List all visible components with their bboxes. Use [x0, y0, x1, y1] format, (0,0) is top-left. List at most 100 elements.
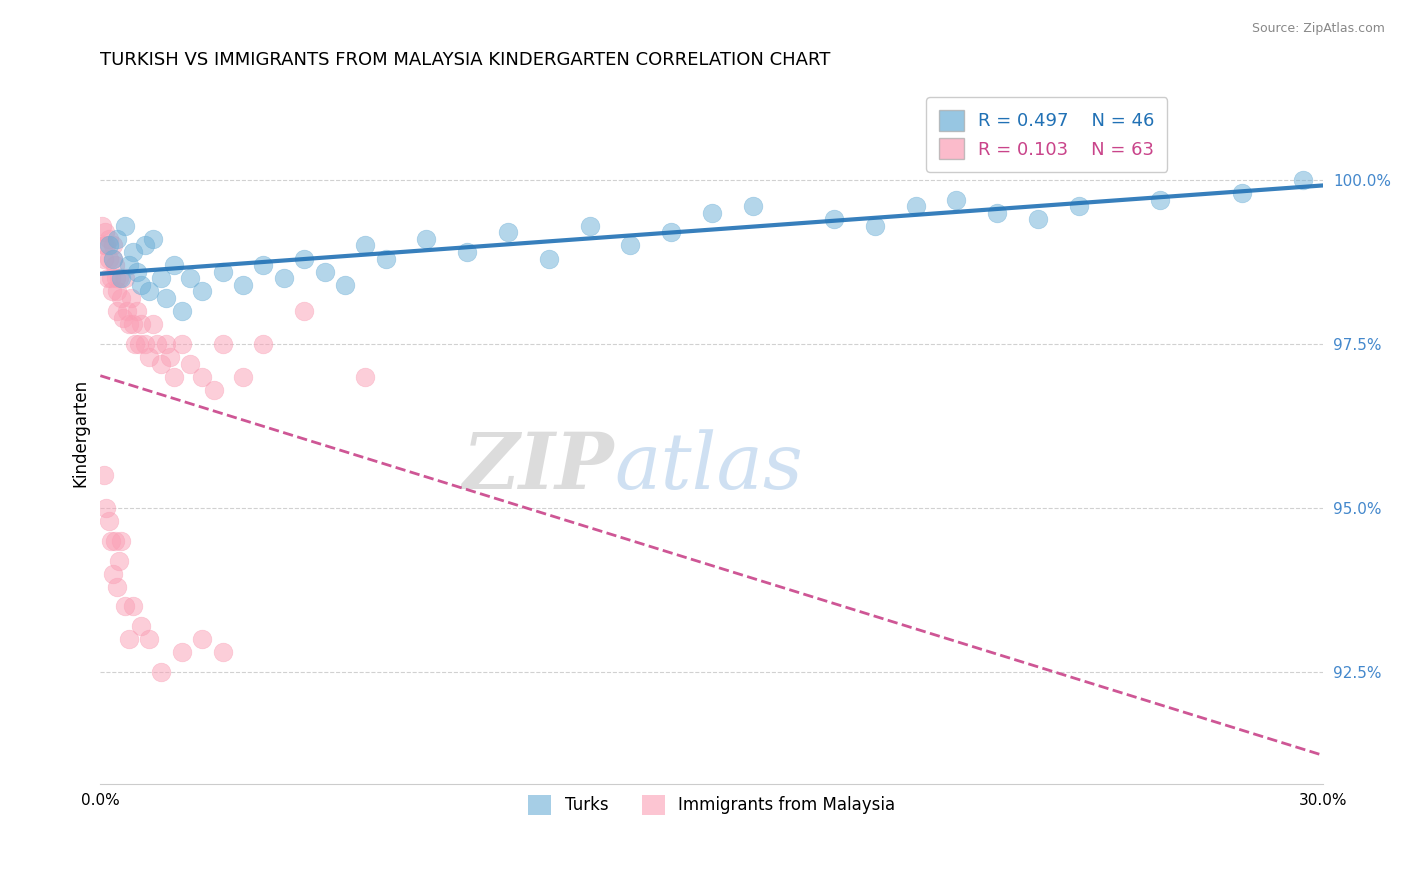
- Text: Source: ZipAtlas.com: Source: ZipAtlas.com: [1251, 22, 1385, 36]
- Point: [125, 265, 148, 279]
- Text: ZIP: ZIP: [463, 429, 614, 506]
- Point: [138, 632, 160, 647]
- Point: [155, 291, 177, 305]
- Point: [1292, 173, 1315, 187]
- Point: [120, 291, 142, 305]
- Point: [496, 225, 519, 239]
- Point: [125, 304, 148, 318]
- Point: [252, 337, 274, 351]
- Point: [118, 632, 141, 647]
- Point: [578, 219, 600, 233]
- Point: [122, 599, 145, 614]
- Text: atlas: atlas: [614, 430, 803, 506]
- Point: [1026, 212, 1049, 227]
- Point: [107, 304, 129, 318]
- Point: [1230, 186, 1253, 200]
- Point: [191, 369, 214, 384]
- Point: [105, 580, 128, 594]
- Point: [100, 533, 122, 548]
- Point: [904, 199, 927, 213]
- Point: [150, 665, 173, 680]
- Point: [292, 252, 315, 266]
- Point: [179, 357, 201, 371]
- Point: [129, 317, 152, 331]
- Point: [138, 285, 160, 299]
- Point: [823, 212, 845, 227]
- Point: [170, 337, 193, 351]
- Point: [211, 337, 233, 351]
- Point: [97, 514, 120, 528]
- Point: [354, 238, 377, 252]
- Point: [211, 645, 233, 659]
- Point: [122, 317, 145, 331]
- Point: [146, 337, 169, 351]
- Point: [191, 285, 214, 299]
- Point: [134, 238, 156, 252]
- Point: [114, 271, 136, 285]
- Point: [1067, 199, 1090, 213]
- Point: [456, 245, 478, 260]
- Point: [374, 252, 396, 266]
- Point: [211, 265, 233, 279]
- Point: [945, 193, 967, 207]
- Point: [97, 232, 120, 246]
- Point: [104, 271, 127, 285]
- Point: [122, 245, 145, 260]
- Point: [101, 252, 124, 266]
- Point: [741, 199, 763, 213]
- Y-axis label: Kindergarten: Kindergarten: [72, 378, 89, 487]
- Point: [170, 645, 193, 659]
- Point: [179, 271, 201, 285]
- Point: [1149, 193, 1171, 207]
- Point: [110, 271, 132, 285]
- Point: [129, 277, 152, 292]
- Point: [98, 252, 121, 266]
- Point: [659, 225, 682, 239]
- Point: [204, 383, 226, 397]
- Point: [97, 271, 120, 285]
- Point: [105, 285, 128, 299]
- Point: [97, 238, 120, 252]
- Point: [104, 258, 127, 272]
- Point: [150, 271, 173, 285]
- Point: [150, 357, 173, 371]
- Point: [292, 304, 315, 318]
- Point: [114, 219, 136, 233]
- Point: [103, 238, 125, 252]
- Point: [142, 317, 165, 331]
- Point: [986, 205, 1008, 219]
- Point: [110, 291, 132, 305]
- Point: [159, 350, 181, 364]
- Point: [129, 619, 152, 633]
- Point: [118, 258, 141, 272]
- Text: TURKISH VS IMMIGRANTS FROM MALAYSIA KINDERGARTEN CORRELATION CHART: TURKISH VS IMMIGRANTS FROM MALAYSIA KIND…: [100, 51, 831, 69]
- Point: [354, 369, 377, 384]
- Point: [107, 553, 129, 567]
- Point: [700, 205, 723, 219]
- Point: [124, 337, 146, 351]
- Point: [415, 232, 437, 246]
- Point: [107, 271, 129, 285]
- Point: [101, 252, 124, 266]
- Point: [191, 632, 214, 647]
- Point: [114, 599, 136, 614]
- Point: [93, 238, 115, 252]
- Point: [619, 238, 641, 252]
- Point: [101, 566, 124, 581]
- Point: [110, 533, 132, 548]
- Point: [232, 369, 254, 384]
- Point: [333, 277, 356, 292]
- Point: [111, 310, 134, 325]
- Point: [115, 304, 138, 318]
- Point: [537, 252, 560, 266]
- Point: [100, 271, 122, 285]
- Point: [314, 265, 336, 279]
- Point: [94, 225, 117, 239]
- Point: [252, 258, 274, 272]
- Point: [163, 258, 186, 272]
- Point: [105, 232, 128, 246]
- Point: [163, 369, 186, 384]
- Point: [128, 337, 150, 351]
- Legend: Turks, Immigrants from Malaysia: Turks, Immigrants from Malaysia: [517, 785, 905, 824]
- Point: [134, 337, 156, 351]
